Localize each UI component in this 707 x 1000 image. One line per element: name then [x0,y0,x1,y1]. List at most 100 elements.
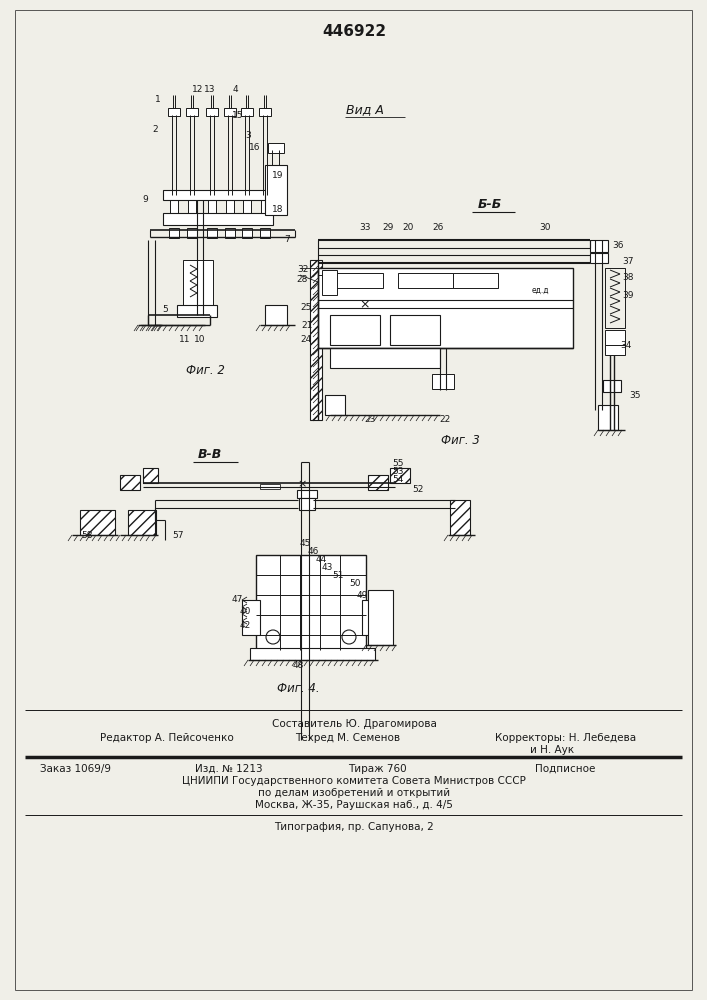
Bar [590,240,608,252]
Circle shape [266,630,280,644]
Bar [368,590,393,645]
Text: Подписное: Подписное [535,764,595,774]
Bar [259,108,271,116]
Bar [206,108,218,116]
Bar [242,600,260,635]
Text: 3: 3 [245,130,251,139]
Bar [453,273,498,288]
Text: 37: 37 [622,257,633,266]
Text: ЦНИИПИ Государственного комитета Совета Министров СССР: ЦНИИПИ Государственного комитета Совета … [182,776,526,786]
Text: 36: 36 [612,240,624,249]
Bar [143,468,158,483]
Bar [368,475,388,490]
Text: 43: 43 [321,562,333,572]
Bar [163,190,273,200]
Text: 38: 38 [622,273,633,282]
Bar [226,195,234,213]
Text: и Н. Аук: и Н. Аук [530,745,574,755]
Text: 30: 30 [539,224,551,232]
Bar [268,143,284,153]
Bar [598,405,618,430]
Text: 53: 53 [392,466,404,476]
Text: 16: 16 [250,143,261,152]
Text: Типография, пр. Сапунова, 2: Типография, пр. Сапунова, 2 [274,822,434,832]
Bar [362,600,380,635]
Text: по делам изобретений и открытий: по делам изобретений и открытий [258,788,450,798]
Text: Б-Б: Б-Б [478,198,502,212]
Text: 22: 22 [439,416,450,424]
Text: Заказ 1069/9: Заказ 1069/9 [40,764,111,774]
Bar [260,484,280,489]
Bar [330,315,380,345]
Text: 50: 50 [349,580,361,588]
Text: 52: 52 [412,486,423,494]
Bar [163,213,273,225]
Text: 7: 7 [284,235,290,244]
Text: 446922: 446922 [322,24,386,39]
Bar [322,270,337,295]
Text: 5: 5 [162,306,168,314]
Bar [187,228,197,238]
Text: 20: 20 [402,224,414,232]
Bar [605,345,625,355]
Bar [242,228,252,238]
Bar [177,305,217,317]
Text: 25: 25 [300,304,312,312]
Text: 23: 23 [364,416,375,424]
Text: 11: 11 [180,336,191,344]
Bar [243,195,251,213]
Text: 18: 18 [272,206,284,215]
Bar [265,305,287,325]
Bar [450,500,470,535]
Bar [207,228,217,238]
Text: 55: 55 [392,458,404,468]
Bar [208,195,216,213]
Circle shape [342,630,356,644]
Text: Составитель Ю. Драгомирова: Составитель Ю. Драгомирова [271,719,436,729]
Bar [250,648,375,660]
Bar [299,498,315,510]
Text: 2: 2 [152,125,158,134]
Bar [390,315,440,345]
Bar [590,253,608,263]
Text: 46: 46 [308,546,319,556]
Text: Фиг. 3: Фиг. 3 [440,434,479,446]
Text: 42: 42 [240,620,250,630]
Bar [241,108,253,116]
Text: 54: 54 [392,475,404,484]
Bar [256,555,366,650]
Bar [128,510,156,535]
Text: Изд. № 1213: Изд. № 1213 [195,764,262,774]
Bar [168,108,180,116]
Bar [318,268,573,348]
Text: ед.д: ед.д [531,286,549,294]
Bar [297,490,317,498]
Text: 13: 13 [204,86,216,95]
Text: 9: 9 [142,196,148,205]
Text: 32: 32 [298,265,309,274]
Bar [330,348,440,368]
Text: 48: 48 [292,660,304,670]
Text: 21: 21 [301,320,312,330]
Bar [265,165,287,215]
Text: 47: 47 [231,595,243,604]
Bar [432,374,454,389]
Bar [224,108,236,116]
Text: ×: × [360,298,370,312]
Bar [310,260,322,420]
Bar [605,268,625,328]
Bar [325,395,345,415]
Text: 35: 35 [629,390,641,399]
Bar [186,108,198,116]
Text: ×: × [298,479,307,489]
Bar [328,273,383,288]
Bar [120,475,140,490]
Bar [169,228,179,238]
Text: 24: 24 [300,336,312,344]
Text: 51: 51 [332,570,344,580]
Text: Корректоры: Н. Лебедева: Корректоры: Н. Лебедева [495,733,636,743]
Bar [80,510,115,535]
Text: 28: 28 [296,275,308,284]
Text: 39: 39 [622,290,633,300]
Text: 15: 15 [233,110,244,119]
